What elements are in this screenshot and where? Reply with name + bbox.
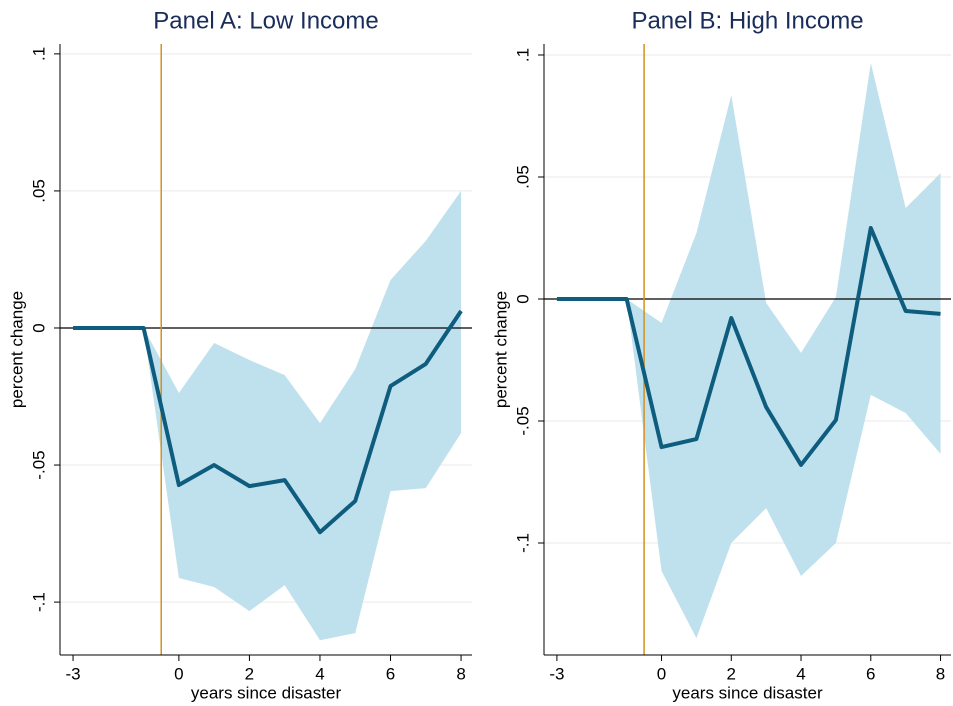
y-tick-label: -.05	[29, 450, 48, 479]
x-axis-label: years since disaster	[672, 683, 823, 702]
y-tick-label: .05	[29, 179, 48, 203]
y-tick-label: -.1	[513, 533, 532, 553]
x-tick-label: 6	[386, 664, 395, 683]
x-tick-label: 0	[174, 664, 183, 683]
x-tick-label: 0	[657, 664, 666, 683]
x-tick-label: 8	[456, 664, 465, 683]
x-tick-label: -3	[549, 664, 564, 683]
x-tick-label: 4	[315, 664, 324, 683]
x-tick-label: 6	[866, 664, 875, 683]
y-tick-label: 0	[513, 294, 532, 303]
x-tick-label: 2	[245, 664, 254, 683]
x-tick-label: -3	[65, 664, 80, 683]
x-tick-label: 2	[727, 664, 736, 683]
x-tick-label: 4	[796, 664, 805, 683]
y-tick-label: .1	[29, 47, 48, 61]
y-tick-label: 0	[29, 323, 48, 332]
estimate-line	[556, 225, 941, 467]
y-tick-label: -.05	[513, 406, 532, 435]
y-tick-label: .05	[513, 165, 532, 189]
confidence-band	[556, 63, 941, 639]
y-axis-label: percent change	[491, 291, 510, 408]
x-tick-label: 8	[936, 664, 945, 683]
y-axis-label: percent change	[7, 291, 26, 408]
panel-title: Panel A: Low Income	[153, 7, 378, 34]
y-tick-label: .1	[513, 48, 532, 62]
estimate-line	[73, 309, 463, 535]
x-axis-label: years since disaster	[191, 683, 342, 702]
panel-title: Panel B: High Income	[631, 7, 863, 34]
y-tick-label: -.1	[29, 592, 48, 612]
confidence-band	[73, 190, 462, 641]
